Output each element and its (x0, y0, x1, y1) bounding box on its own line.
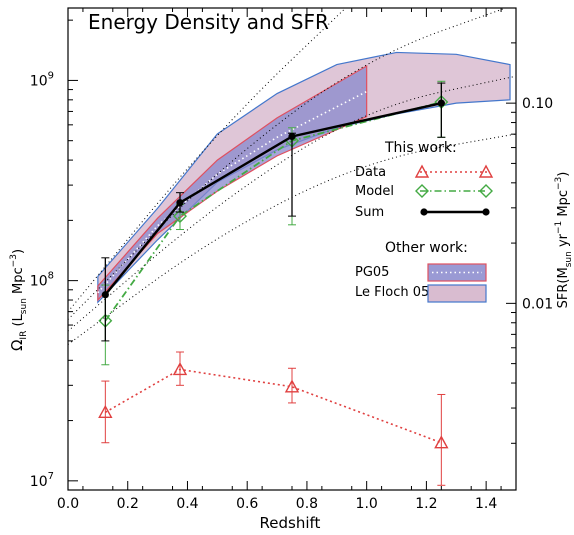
sum-marker (176, 199, 184, 207)
x-tick-label: 1.2 (415, 496, 437, 512)
y-tick-label-left: 108 (30, 271, 54, 290)
x-tick-label: 1.0 (356, 496, 378, 512)
x-tick-label: 0.0 (57, 496, 79, 512)
sum-marker (288, 132, 296, 141)
legend-label-data: Data (355, 165, 386, 180)
legend-marker-sum (482, 208, 490, 216)
chart-title: Energy Density and SFR (88, 10, 329, 34)
legend-marker-model (479, 184, 493, 198)
x-tick-label: 1.4 (475, 496, 497, 512)
x-tick-label: 0.2 (117, 496, 139, 512)
y-tick-label-right: 0.01 (522, 296, 553, 312)
model-line (104, 101, 442, 322)
sum-line (104, 101, 442, 296)
legend-header-other-work: Other work: (385, 240, 468, 256)
legend-label-pg05: PG05 (355, 265, 389, 280)
series-layer (98, 80, 449, 486)
sum-marker (101, 291, 109, 299)
legend-label-lefloch05: Le Floch 05 (355, 285, 429, 300)
data-line (104, 368, 442, 444)
legend-marker-sum (420, 208, 428, 216)
pg05-central-line (97, 90, 368, 294)
y-axis-label-right: SFR(Msun yr−1 Mpc−3) (554, 172, 574, 309)
x-axis-label: Redshift (260, 514, 321, 532)
sum-marker (437, 99, 445, 107)
bands-layer (97, 51, 511, 304)
data-marker (284, 379, 300, 393)
axes-layer: 0.0 0.2 0.4 0.6 0.8 1.0 1.2 1.4 107 108 109 0.01 0.1… (30, 7, 553, 512)
model-marker (173, 209, 187, 224)
legend-label-model: Model (355, 184, 394, 199)
legend-marker-model (415, 184, 429, 198)
y-tick-label-left: 107 (30, 471, 54, 490)
x-tick-label: 0.8 (296, 496, 318, 512)
data-marker (98, 404, 113, 418)
legend-marker-data (478, 164, 494, 178)
legend: This work: Data Model Sum Other work: PG… (355, 140, 494, 303)
band-pg05 (97, 64, 368, 302)
legend-swatch-pg05 (427, 263, 487, 282)
data-marker (172, 362, 188, 376)
legend-header-this-work: This work: (384, 140, 457, 156)
legend-marker-data (414, 164, 430, 178)
x-tick-label: 0.4 (176, 496, 198, 512)
y-tick-label-right: 0.10 (522, 96, 553, 112)
x-tick-label: 0.6 (236, 496, 258, 512)
y-axis-label-left: ΩIR (Lsun Mpc−3) (8, 249, 29, 351)
legend-swatch-lefloch05 (427, 284, 487, 303)
legend-label-sum: Sum (355, 205, 384, 220)
y-tick-label-left: 109 (30, 70, 54, 89)
data-marker (434, 435, 449, 449)
